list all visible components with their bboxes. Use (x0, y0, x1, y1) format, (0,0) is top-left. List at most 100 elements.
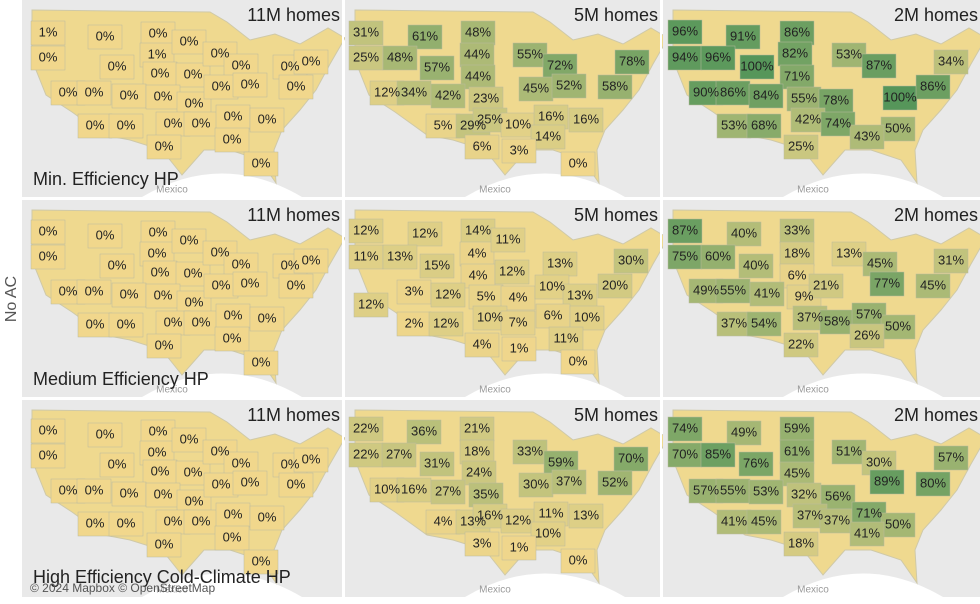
region-label: 0% (281, 456, 300, 471)
region-label: 84% (753, 87, 779, 102)
region-label: 0% (252, 155, 271, 170)
region-label: 11% (553, 330, 578, 345)
region (396, 80, 432, 106)
gulf-water (465, 373, 625, 397)
region-label: 0% (154, 88, 173, 103)
region (738, 451, 774, 477)
region-label: 0% (39, 223, 58, 238)
attribution: © 2024 Mapbox © OpenStreetMap (30, 581, 215, 595)
region-label: 0% (108, 58, 127, 73)
region-label: 53% (836, 46, 862, 61)
region-label: 34% (938, 53, 964, 68)
region-label: 0% (59, 84, 78, 99)
region (667, 442, 703, 468)
region-label: 0% (96, 426, 115, 441)
gulf-water (783, 573, 943, 597)
region (808, 273, 844, 299)
region-label: 58% (602, 78, 628, 93)
region (500, 310, 536, 336)
region-label: 58% (824, 313, 850, 328)
region (293, 49, 329, 75)
region (749, 281, 785, 307)
region-label: 5% (477, 288, 496, 303)
region (171, 29, 207, 55)
region (518, 76, 554, 102)
region (786, 86, 822, 112)
region-label: 41% (721, 513, 747, 528)
region-label: 0% (211, 45, 230, 60)
region-label: 0% (149, 224, 168, 239)
region-label: 41% (754, 285, 780, 300)
region (882, 85, 918, 111)
region (933, 49, 969, 75)
region (249, 505, 285, 531)
region-label: 11% (538, 505, 563, 520)
region-label: 30% (618, 252, 644, 267)
region-label: 6% (788, 267, 807, 282)
region-label: 3% (510, 142, 529, 157)
region (430, 479, 466, 505)
region-label: 45% (784, 465, 810, 480)
country-label: Mexico (797, 185, 829, 196)
region-label: 0% (86, 117, 105, 132)
region (430, 282, 466, 308)
region (512, 439, 548, 465)
region-label: 0% (154, 287, 173, 302)
region-label: 31% (424, 455, 450, 470)
country-label: Mexico (156, 585, 188, 596)
region (512, 42, 548, 68)
region-label: 3% (405, 283, 424, 298)
region-label: 21% (813, 277, 839, 292)
region (501, 336, 537, 362)
region (108, 511, 144, 537)
region-label: 55% (791, 90, 817, 105)
region (831, 241, 867, 267)
region (597, 273, 633, 299)
region-label: 31% (938, 252, 964, 267)
region (430, 83, 466, 109)
region (560, 349, 596, 375)
region-label: 52% (602, 474, 628, 489)
region-label: 56% (825, 488, 851, 503)
country-label: Mexico (479, 185, 511, 196)
region (30, 219, 66, 245)
region-label: 11% (495, 231, 520, 246)
region (293, 447, 329, 473)
region (613, 248, 649, 274)
region-label: 18% (464, 443, 490, 458)
region (820, 111, 856, 137)
region (746, 509, 782, 535)
region (406, 419, 442, 445)
region-label: 16% (477, 507, 503, 522)
region-label: 12% (499, 263, 525, 278)
region (382, 45, 418, 71)
region (535, 303, 571, 329)
region (880, 314, 916, 340)
region-label: 0% (184, 464, 203, 479)
region (715, 278, 751, 304)
region-label: 78% (619, 53, 645, 68)
region-label: 0% (281, 257, 300, 272)
region (849, 323, 885, 349)
region-label: 12% (358, 296, 384, 311)
region (597, 470, 633, 496)
region-label: 35% (473, 486, 499, 501)
region-label: 71% (856, 505, 882, 520)
region-label: 0% (184, 265, 203, 280)
region-label: 10% (539, 278, 565, 293)
region-label: 60% (705, 248, 731, 263)
region-label: 0% (155, 138, 174, 153)
map-panel: 31% 61% 48% 25% 48% 57% 44% 55% 72% 78% 44% 12% 34% 4… (345, 0, 669, 197)
region (382, 244, 418, 270)
region (419, 451, 455, 477)
region-label: 36% (411, 423, 437, 438)
panel-header: 5M homes (574, 5, 658, 25)
region-label: 0% (192, 513, 211, 528)
region-label: 10% (505, 116, 531, 131)
region-label: 43% (854, 128, 880, 143)
region-label: 25% (353, 49, 379, 64)
region (459, 416, 495, 442)
region (880, 116, 916, 142)
region-label: 0% (212, 277, 231, 292)
region-label: 45% (751, 513, 777, 528)
